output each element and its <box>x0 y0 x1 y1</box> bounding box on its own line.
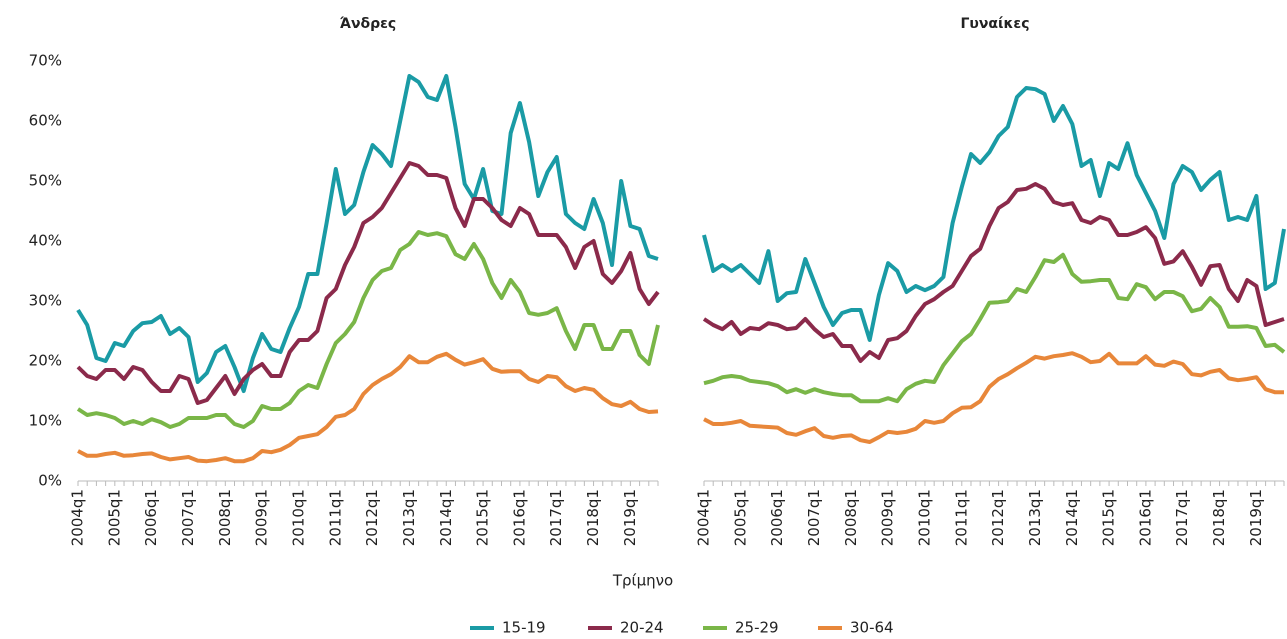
series-line <box>703 351 1284 444</box>
y-tick-label: 0% <box>38 472 62 490</box>
y-tick-label: 40% <box>29 232 62 250</box>
x-tick-label: 2012q1 <box>989 489 1007 546</box>
x-tick-label: 2007q1 <box>179 489 197 546</box>
series-line <box>76 230 660 429</box>
legend-label: 15-19 <box>502 619 546 637</box>
x-tick-label: 2016q1 <box>510 489 528 546</box>
series-line <box>703 252 1286 404</box>
x-tick-label: 2007q1 <box>805 489 823 546</box>
y-tick-label: 30% <box>29 292 62 310</box>
x-tick-label: 2015q1 <box>474 489 492 546</box>
x-tick-label: 2008q1 <box>216 489 234 546</box>
y-tick-label: 60% <box>29 112 62 130</box>
y-tick-label: 20% <box>29 352 62 370</box>
x-tick-label: 2015q1 <box>1100 489 1118 546</box>
x-tick-label: 2008q1 <box>842 489 860 546</box>
x-tick-label: 2014q1 <box>437 489 455 546</box>
x-tick-label: 2009q1 <box>253 489 271 546</box>
series-line <box>702 182 1285 363</box>
x-tick-label: 2005q1 <box>105 489 123 546</box>
x-tick-label: 2017q1 <box>1173 489 1191 546</box>
x-tick-label: 2006q1 <box>142 489 160 546</box>
x-tick-label: 2004q1 <box>695 489 713 546</box>
legend-label: 25-29 <box>735 619 779 637</box>
x-tick-label: 2013q1 <box>400 489 418 546</box>
x-tick-label: 2006q1 <box>768 489 786 546</box>
chart-title: Γυναίκες <box>960 16 1029 32</box>
x-tick-label: 2019q1 <box>621 489 639 546</box>
series-line <box>76 74 659 393</box>
x-tick-label: 2012q1 <box>363 489 381 546</box>
x-tick-label: 2013q1 <box>1026 489 1044 546</box>
x-tick-label: 2010q1 <box>915 489 933 546</box>
legend-label: 20-24 <box>620 619 664 637</box>
x-tick-label: 2009q1 <box>879 489 897 546</box>
legend-label: 30-64 <box>850 619 894 637</box>
x-axis-label: Τρίμηνο <box>612 572 673 590</box>
x-tick-label: 2016q1 <box>1136 489 1154 546</box>
x-tick-label: 2011q1 <box>326 489 344 546</box>
x-tick-label: 2005q1 <box>731 489 749 546</box>
series-line <box>77 351 659 464</box>
x-tick-label: 2004q1 <box>69 489 87 546</box>
chart-title: Άνδρες <box>340 16 396 32</box>
y-tick-label: 50% <box>29 172 62 190</box>
x-tick-label: 2017q1 <box>547 489 565 546</box>
y-tick-label: 70% <box>29 52 62 70</box>
y-tick-label: 10% <box>29 412 62 430</box>
series-line <box>76 161 660 405</box>
x-tick-label: 2014q1 <box>1063 489 1081 546</box>
x-tick-label: 2019q1 <box>1247 489 1265 546</box>
series-line <box>702 86 1286 342</box>
x-tick-label: 2010q1 <box>289 489 307 546</box>
x-tick-label: 2018q1 <box>584 489 602 546</box>
x-tick-label: 2011q1 <box>952 489 970 546</box>
x-tick-label: 2018q1 <box>1210 489 1228 546</box>
